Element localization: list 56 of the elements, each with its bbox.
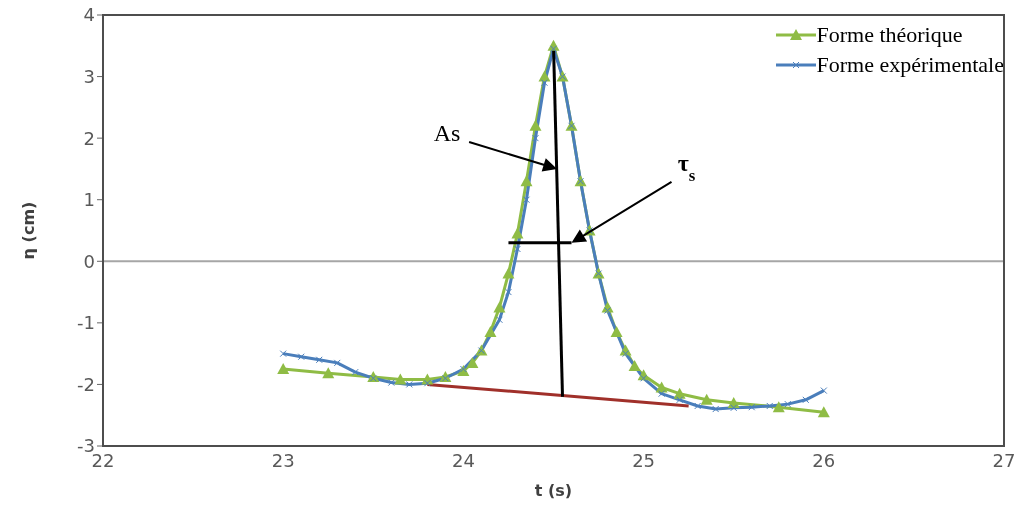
point [504,288,512,296]
point [520,175,533,187]
point [495,316,503,324]
point [484,326,497,338]
point [730,404,738,412]
point [387,379,395,387]
point [748,403,756,411]
point [529,119,542,131]
point [394,373,407,385]
point [802,396,810,404]
point [784,400,792,408]
point [522,196,530,204]
point [511,227,524,239]
x-tick-label: 26 [812,449,836,471]
point [405,380,413,388]
annotation: As [433,119,461,146]
point [333,359,341,367]
y-tick-label: 2 [83,127,95,149]
point [322,367,335,379]
point [676,396,684,404]
point [531,134,539,142]
point [658,390,666,398]
point [628,359,641,371]
legend-label: Forme expérimentale [816,51,1004,79]
point [712,405,720,413]
point [297,353,305,361]
point [466,356,479,368]
y-tick-label: 3 [83,65,95,87]
y-axis-title: η (cm) [18,201,38,260]
point [502,267,515,279]
legend-label: Forme théorique [816,21,963,49]
point [540,79,548,87]
annotation: τ$_{s}$ [677,149,696,185]
point [820,387,828,395]
x-tick-label: 23 [271,449,295,471]
point [315,356,323,364]
point [493,301,506,313]
point [640,374,648,382]
y-tick-label: 4 [83,4,95,26]
x-tick-label: 27 [992,449,1016,471]
point [700,393,713,405]
y-tick-label: -2 [77,373,95,395]
point [277,363,290,375]
point [655,381,668,393]
point [610,326,623,338]
x-axis-title: t (s) [534,481,573,500]
point [766,402,774,410]
point [279,350,287,358]
y-tick-label: 0 [83,250,95,272]
point [513,245,521,253]
y-tick-label: -1 [77,312,95,334]
point [817,406,830,418]
x-tick-label: 24 [451,449,475,471]
point [772,401,785,413]
x-tick-label: 25 [632,449,656,471]
y-tick-label: 1 [83,189,95,211]
